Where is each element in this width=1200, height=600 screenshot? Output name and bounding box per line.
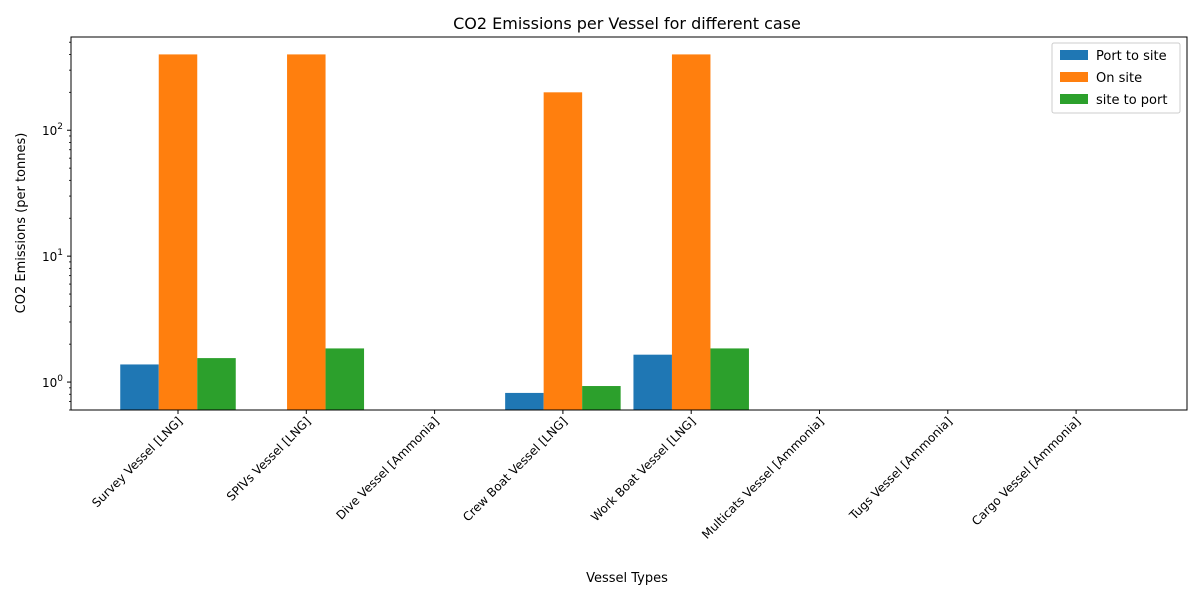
bar-0-4 — [633, 354, 672, 410]
legend: Port to site On site site to port — [1051, 42, 1181, 114]
x-tick-label: Work Boat Vessel [LNG] — [588, 414, 698, 524]
x-tick-label: Tugs Vessel [Ammonia] — [846, 414, 955, 523]
bar-0-0 — [120, 364, 159, 410]
x-tick-label: Cargo Vessel [Ammonia] — [969, 414, 1083, 528]
legend-label: site to port — [1096, 93, 1167, 108]
legend-swatch — [1060, 72, 1088, 82]
bar-2-4 — [710, 348, 749, 410]
bar-1-3 — [543, 92, 583, 410]
x-axis-ticks: Survey Vessel [LNG] SPIVs Vessel [LNG] Div… — [89, 410, 1083, 542]
y-axis-ticks: 100 101 102 — [42, 41, 71, 411]
y-tick-label: 100 — [42, 374, 63, 390]
bars-group — [120, 54, 749, 410]
bar-1-0 — [158, 54, 198, 410]
bar-2-3 — [582, 386, 621, 410]
y-tick-label: 101 — [42, 248, 63, 264]
legend-label: Port to site — [1096, 49, 1167, 64]
x-tick-label: Multicats Vessel [Ammonia] — [699, 414, 827, 542]
legend-swatch — [1060, 50, 1088, 60]
y-tick-label: 102 — [42, 122, 63, 138]
chart-title: CO2 Emissions per Vessel for different c… — [453, 14, 801, 33]
bar-1-4 — [671, 54, 711, 410]
bar-1-1 — [287, 54, 326, 410]
legend-swatch — [1060, 94, 1088, 104]
y-axis-label: CO2 Emissions (per tonnes) — [14, 133, 29, 314]
bar-0-3 — [505, 392, 544, 410]
x-axis-label: Vessel Types — [586, 571, 668, 586]
x-tick-label: Crew Boat Vessel [LNG] — [460, 414, 570, 524]
x-tick-label: SPIVs Vessel [LNG] — [224, 414, 314, 504]
bar-2-0 — [197, 358, 236, 410]
x-tick-label: Dive Vessel [Ammonia] — [333, 414, 441, 522]
x-tick-label: Survey Vessel [LNG] — [89, 414, 185, 510]
bar-2-1 — [325, 348, 365, 410]
legend-label: On site — [1096, 71, 1142, 86]
plot-frame — [70, 36, 1188, 411]
